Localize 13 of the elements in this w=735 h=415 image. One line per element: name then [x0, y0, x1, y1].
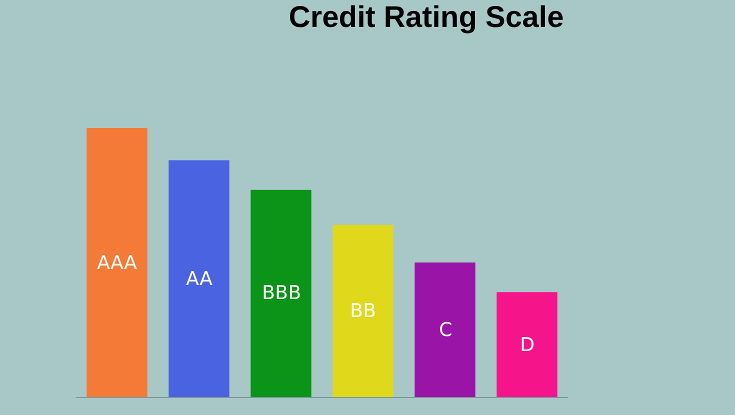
- bar: [168, 160, 230, 397]
- x-tick-label: D: [520, 334, 535, 356]
- x-tick-label: BBB: [262, 282, 302, 304]
- chart-title: Credit Rating Scale: [288, 1, 564, 34]
- bar: [414, 262, 476, 397]
- bar: [250, 190, 312, 397]
- x-tick-label: AA: [186, 268, 213, 290]
- x-tick-label: AAA: [97, 252, 138, 274]
- x-tick-label: C: [439, 319, 452, 341]
- bar: [496, 292, 558, 397]
- x-tick-label: BB: [350, 300, 376, 322]
- bar: [86, 128, 148, 397]
- bar: [332, 224, 394, 397]
